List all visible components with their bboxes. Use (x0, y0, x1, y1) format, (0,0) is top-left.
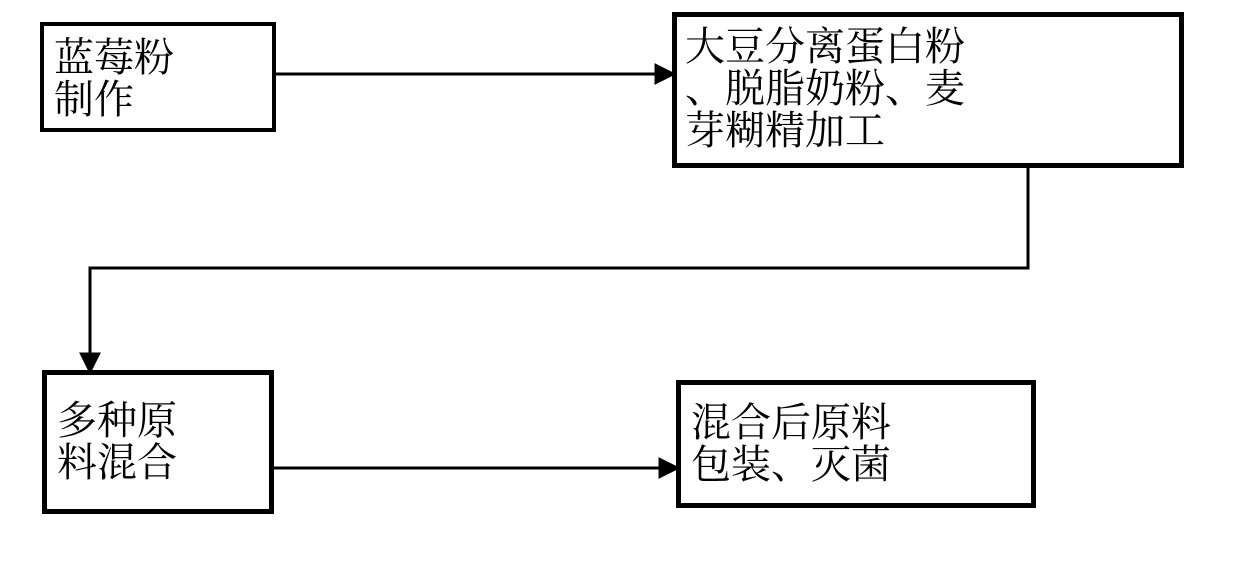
flow-node-label: 大豆分离蛋白粉 、脱脂奶粉、麦 芽糊精加工 (685, 23, 965, 149)
flow-node-n2: 大豆分离蛋白粉 、脱脂奶粉、麦 芽糊精加工 (672, 12, 1184, 168)
flow-node-label: 多种原 料混合 (57, 397, 177, 481)
flow-node-n4: 混合后原料 包装、灭菌 (676, 380, 1036, 508)
flow-node-n3: 多种原 料混合 (42, 370, 274, 514)
flowchart-canvas: 蓝莓粉 制作 大豆分离蛋白粉 、脱脂奶粉、麦 芽糊精加工多种原 料混合 混合后原料 … (0, 0, 1240, 572)
flow-node-label: 蓝莓粉 制作 (54, 34, 174, 118)
flow-node-n1: 蓝莓粉 制作 (40, 22, 276, 132)
flow-node-label: 混合后原料 包装、灭菌 (691, 399, 891, 483)
edge-e2 (90, 168, 1028, 370)
